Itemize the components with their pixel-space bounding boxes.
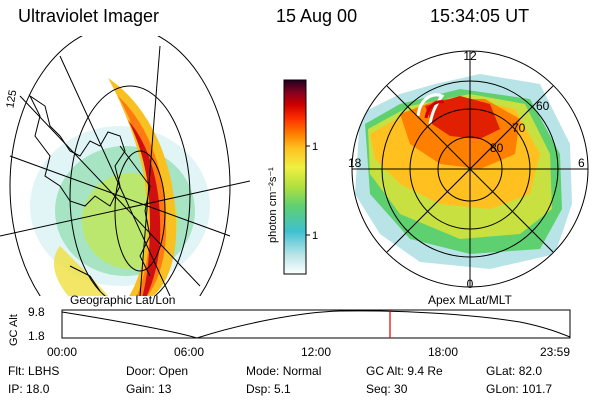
emission-core: [425, 96, 500, 139]
lon-line: [0, 180, 250, 237]
info-flt: Flt: LBHS: [8, 364, 60, 378]
lat-label-60: 60: [536, 99, 550, 113]
date-label: 15 Aug 00: [276, 6, 358, 26]
alt-plot-frame: [61, 309, 571, 339]
lon-line: [139, 45, 161, 296]
left-panel-caption: Geographic Lat/Lon: [70, 293, 176, 307]
info-mode: Mode: Normal: [246, 364, 322, 378]
mlt-line: [386, 85, 554, 253]
info-gain: Gain: 13: [126, 382, 172, 396]
aurora-band-core: [128, 120, 161, 296]
lon-line: [59, 55, 171, 296]
colorbar-gradient: [283, 79, 307, 275]
colorbar-unit-label: photon cm⁻²s⁻¹: [267, 167, 279, 243]
info-glat: GLat: 82.0: [486, 364, 543, 378]
time-tick-1200: 12:00: [301, 345, 331, 359]
instrument-title: Ultraviolet Imager: [18, 6, 160, 26]
time-label: 15:34:05 UT: [430, 6, 530, 26]
lat-circle: [69, 85, 191, 296]
alt-tick-low: 1.8: [28, 329, 45, 343]
info-glon: GLon: 101.7: [486, 382, 553, 396]
gc-alt-axis-label: GC Alt: [8, 314, 20, 346]
coastline: [119, 145, 151, 277]
info-gc-alt: GC Alt: 9.4 Re: [366, 364, 443, 378]
lon-line: [19, 95, 201, 287]
info-ip: IP: 18.0: [8, 382, 50, 396]
info-dsp: Dsp: 5.1: [246, 382, 291, 396]
cusp-arc: [416, 93, 445, 125]
info-door: Door: Open: [126, 364, 189, 378]
time-tick-0600: 06:00: [174, 345, 204, 359]
mlt-label-0: 0: [467, 277, 474, 291]
altitude-curve: [61, 310, 571, 339]
colorbar: 100 10 photon cm⁻²s⁻¹: [267, 79, 318, 275]
info-seq: Seq: 30: [366, 382, 408, 396]
lat-label-80: 80: [490, 141, 504, 155]
colorbar-tick-100: 100: [312, 141, 318, 153]
geographic-image: 125: [0, 36, 250, 296]
right-panel-caption: Apex MLat/MLT: [428, 293, 512, 307]
cusp-arc: [424, 100, 445, 119]
time-tick-0000: 00:00: [47, 345, 77, 359]
mlt-label-6: 6: [578, 156, 585, 170]
time-tick-2359: 23:59: [540, 345, 570, 359]
colorbar-tick-10: 10: [312, 230, 318, 242]
lat-label-70: 70: [512, 121, 526, 135]
mlt-label-18: 18: [348, 156, 362, 170]
coastline: [28, 94, 126, 207]
mlt-label-12: 12: [463, 49, 477, 63]
lat-circle: [9, 36, 231, 296]
altitude-strip: GC Alt 9.8 1.8 00:00 06:00 12:00 18:00 2…: [8, 305, 571, 359]
coastline: [69, 265, 101, 292]
polar-image: 12 18 6 0 60 70 80: [348, 49, 589, 291]
time-tick-1800: 18:00: [428, 345, 458, 359]
alt-tick-high: 9.8: [28, 305, 45, 319]
left-corner-label: 125: [4, 89, 19, 109]
